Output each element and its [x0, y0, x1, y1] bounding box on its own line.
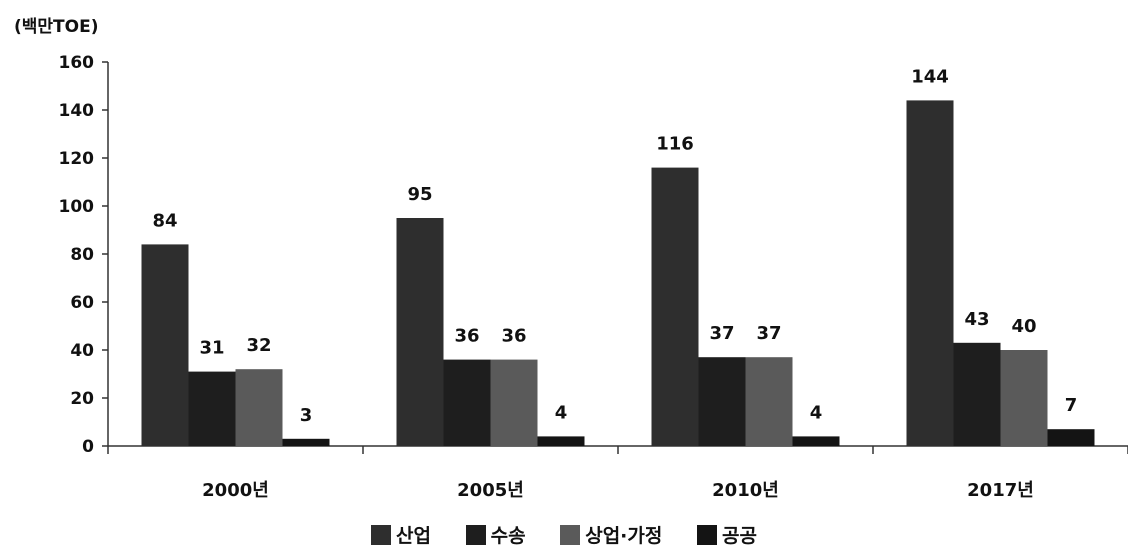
bar-value-label: 40 — [1011, 316, 1036, 337]
bar-value-label: 95 — [407, 184, 432, 205]
y-tick-label: 60 — [70, 293, 94, 313]
y-tick-label: 140 — [59, 101, 95, 121]
bar — [537, 436, 585, 446]
bar-value-label: 84 — [152, 210, 177, 231]
legend: 산업 수송 상업·가정 공공 — [0, 521, 1128, 550]
bar-value-label: 37 — [709, 323, 734, 344]
y-tick-label: 100 — [59, 197, 95, 217]
bar — [443, 359, 491, 446]
legend-label: 공공 — [721, 525, 757, 547]
legend-label: 수송 — [490, 525, 526, 547]
bar-value-label: 36 — [501, 326, 526, 347]
legend-label: 산업 — [396, 525, 431, 547]
x-category-label: 2017년 — [967, 480, 1034, 501]
bar-value-label: 32 — [246, 335, 271, 356]
bar — [906, 100, 954, 447]
bar-value-label: 43 — [964, 309, 989, 330]
bar-value-label: 31 — [199, 338, 224, 359]
bar-value-label: 116 — [656, 134, 694, 155]
bar — [651, 167, 699, 446]
y-tick-label: 160 — [59, 53, 95, 73]
bar-value-label: 3 — [300, 405, 313, 426]
legend-item-transport: 수송 — [465, 521, 526, 548]
legend-swatch — [465, 524, 486, 545]
bar — [792, 436, 840, 446]
bar — [1047, 429, 1095, 446]
bar — [745, 357, 793, 446]
legend-label: 상업·가정 — [585, 525, 663, 547]
legend-item-public: 공공 — [696, 521, 757, 548]
legend-swatch — [560, 524, 581, 545]
bar — [1000, 350, 1048, 446]
legend-item-commercial-household: 상업·가정 — [560, 521, 662, 548]
x-category-label: 2010년 — [712, 480, 779, 501]
bar-value-label: 4 — [810, 402, 823, 423]
legend-swatch — [371, 524, 392, 545]
y-tick-label: 80 — [70, 245, 94, 265]
x-category-label: 2005년 — [457, 480, 524, 501]
bar-value-label: 36 — [454, 326, 479, 347]
bar — [396, 218, 444, 446]
y-tick-label: 0 — [82, 437, 94, 457]
y-tick-label: 120 — [59, 149, 95, 169]
bar — [235, 369, 283, 446]
bar-value-label: 4 — [555, 402, 568, 423]
bar — [953, 342, 1001, 446]
x-category-label: 2000년 — [202, 480, 269, 501]
bar — [698, 357, 746, 446]
y-tick-label: 20 — [70, 389, 94, 409]
bar-value-label: 7 — [1065, 395, 1078, 416]
y-tick-label: 40 — [70, 341, 94, 361]
bar — [141, 244, 189, 446]
y-axis-unit-label: (백만TOE) — [14, 17, 99, 37]
bar — [282, 438, 330, 446]
bar — [490, 359, 538, 446]
bar-value-label: 144 — [911, 66, 949, 87]
legend-item-industry: 산업 — [371, 521, 431, 548]
bar-value-label: 37 — [756, 323, 781, 344]
legend-swatch — [696, 524, 717, 545]
bar — [188, 371, 236, 446]
